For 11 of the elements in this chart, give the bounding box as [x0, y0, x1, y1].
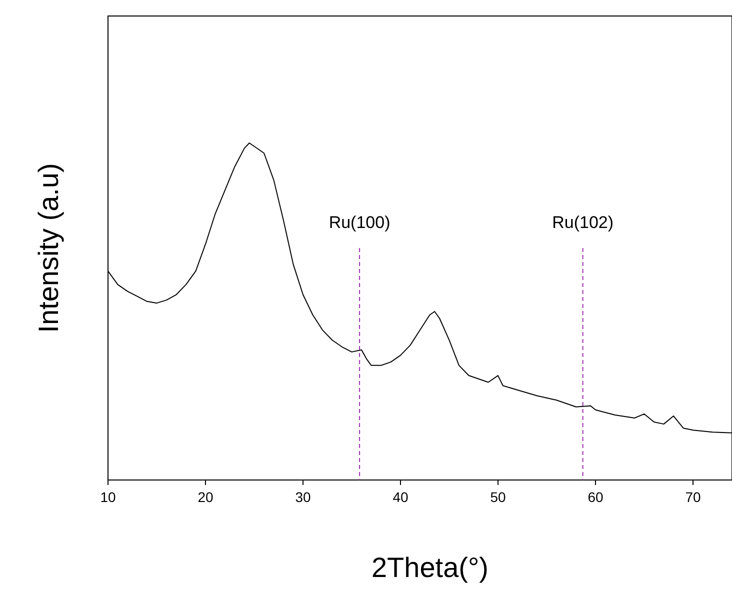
x-tick-label: 40 [392, 489, 408, 505]
x-axis-title: 2Theta(°) [371, 552, 489, 583]
y-axis-title: Intensity (a.u) [33, 163, 64, 333]
x-tick-label: 70 [685, 489, 701, 505]
ref-line-label: Ru(102) [552, 213, 614, 232]
x-tick-label: 50 [490, 489, 506, 505]
x-tick-label: 30 [295, 489, 311, 505]
ref-line-label: Ru(100) [328, 213, 390, 232]
x-tick-label: 60 [588, 489, 604, 505]
x-tick-label: 10 [100, 489, 116, 505]
x-tick-label: 20 [198, 489, 214, 505]
